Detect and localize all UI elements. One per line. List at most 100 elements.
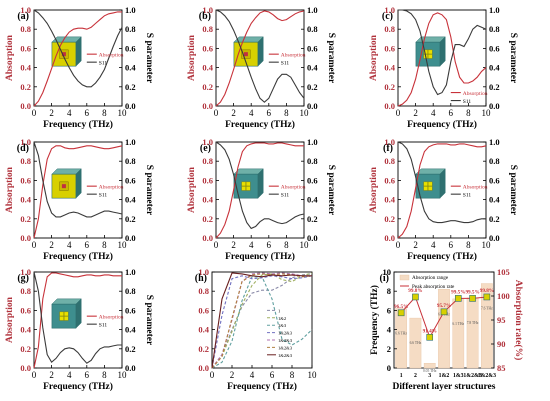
y2-tick-label: 105 (497, 267, 510, 277)
legend-label-range: Absorption range (412, 275, 449, 281)
y-tick-label: 0.0 (202, 233, 213, 243)
x-tick-label: 10 (118, 370, 128, 380)
model-side-face (75, 36, 82, 67)
y-tick-label: 1.0 (20, 5, 31, 15)
model-patch (245, 186, 251, 191)
y2-tick-label: 1.0 (125, 137, 136, 147)
model-patch (245, 181, 251, 187)
panel-f: 0 2 4 6 8 100.0 0.00.2 0.20.4 0.40.6 0.60.8 0.81.0… (369, 137, 518, 262)
peak-marker (440, 308, 448, 316)
y2-tick-label: 95 (497, 315, 506, 325)
x-tick-label: 10 (118, 240, 128, 250)
x-tick-label: 8 (284, 108, 289, 118)
model-patch (427, 181, 433, 187)
y2-tick-label: 0.2 (307, 82, 318, 92)
legend-label-absorption: Absorption (99, 315, 124, 321)
model-side-face (75, 168, 82, 199)
y-tick-label: 0.8 (198, 286, 209, 296)
y2-tick-label: 0.2 (125, 214, 136, 224)
y-tick-label: 0.2 (198, 344, 209, 354)
legend-label: 1&2 (278, 316, 287, 321)
x-tick-label: 2 (49, 108, 54, 118)
y-tick-label: 0.6 (202, 43, 213, 53)
model-patch-center (243, 52, 248, 57)
peak-label: 91.4% (423, 328, 437, 334)
panel-label: (f) (383, 143, 393, 154)
x-tick-label: 2 (49, 370, 54, 380)
y2-tick-label: 0.8 (489, 156, 500, 166)
x-tick-label: 4 (249, 240, 254, 250)
y2-tick-label: 0.8 (125, 24, 136, 34)
y-tick-label: 0.0 (20, 101, 31, 111)
model-side-face (257, 36, 264, 67)
category-label: 1&2&3 (478, 373, 496, 379)
x-tick-label: 4 (250, 370, 255, 380)
y2-tick-label: 0.4 (307, 63, 318, 73)
peak-marker (454, 295, 462, 302)
y-axis-label: Frequency (THz) (369, 285, 380, 355)
legend-label-s11: S11 (463, 99, 472, 105)
peak-label: 96.5% (394, 304, 408, 310)
legend-label-s11: S11 (281, 61, 290, 67)
model-side-face (439, 36, 446, 67)
plot-frame (397, 9, 487, 107)
bar-label: 0.05 THz (423, 369, 437, 373)
y-tick-label: 0.6 (384, 43, 395, 53)
peak-marker (412, 293, 419, 301)
x-tick-label: 0 (32, 240, 37, 250)
legend-label-s11: S11 (99, 323, 108, 329)
x-tick-label: 6 (449, 240, 454, 250)
x-axis-label: Frequency (THz) (227, 381, 297, 392)
model-front-face (233, 173, 259, 199)
legend-label-s11: S11 (463, 193, 472, 199)
x-tick-label: 2 (231, 240, 236, 250)
x-tick-label: 0 (210, 370, 215, 380)
x-tick-label: 8 (466, 240, 471, 250)
panel-e: 0 2 4 6 8 100.0 0.00.2 0.20.4 0.40.6 0.60.8 0.81.0… (187, 137, 336, 262)
model-patch (423, 181, 428, 187)
y2-tick-label: 1.0 (125, 5, 136, 15)
y-tick-label: 1.0 (202, 137, 213, 147)
legend-label-s11: S11 (99, 61, 108, 67)
y-tick-label: 6 (387, 305, 391, 315)
y-tick-label: 0.0 (20, 363, 31, 373)
legend-label-peak: Peak absorption rate (412, 284, 455, 290)
y2-axis-label: Absorption rate(%) (513, 280, 524, 360)
x-tick-label: 4 (249, 108, 254, 118)
model-patch-center (61, 52, 66, 57)
y-tick-label: 0.6 (198, 305, 209, 315)
y-tick-label: 0.8 (20, 156, 31, 166)
category-label: 1 (400, 373, 403, 379)
y2-tick-label: 1.0 (489, 137, 500, 147)
plot-frame (397, 141, 487, 239)
x-tick-label: 2 (413, 240, 418, 250)
x-tick-label: 8 (102, 240, 107, 250)
panel-label: (g) (17, 273, 29, 284)
y2-tick-label: 0.4 (307, 195, 318, 205)
plot-frame (215, 9, 305, 107)
panel-c: 0 2 4 6 8 100.0 0.00.2 0.20.4 0.40.6 0.60.8 0.81.0… (369, 5, 518, 130)
y2-tick-label: 0.4 (489, 63, 500, 73)
y-tick-label: 4 (387, 325, 392, 335)
x-axis-label: Frequency (THz) (43, 381, 113, 392)
legend-label-absorption: Absorption (463, 185, 488, 191)
model-patch (63, 311, 69, 317)
plot-frame (33, 141, 123, 239)
x-tick-label: 2 (49, 240, 54, 250)
x-tick-label: 8 (290, 370, 295, 380)
y2-tick-label: 0.0 (307, 233, 318, 243)
series-line-1 (215, 9, 305, 103)
y-tick-label: 0.4 (20, 325, 31, 335)
x-tick-label: 0 (32, 370, 37, 380)
y2-tick-label: 1.0 (489, 5, 500, 15)
y2-tick-label: 0.2 (489, 82, 500, 92)
y-axis-label: Absorption (369, 34, 379, 81)
series-line-1 (215, 141, 305, 230)
peak-marker (426, 333, 434, 341)
x-tick-label: 6 (85, 108, 90, 118)
y2-tick-label: 0.0 (125, 233, 136, 243)
range-bar (466, 297, 479, 369)
model-patch (427, 186, 433, 191)
panel-label: (i) (380, 273, 389, 284)
model-patch (427, 54, 433, 59)
